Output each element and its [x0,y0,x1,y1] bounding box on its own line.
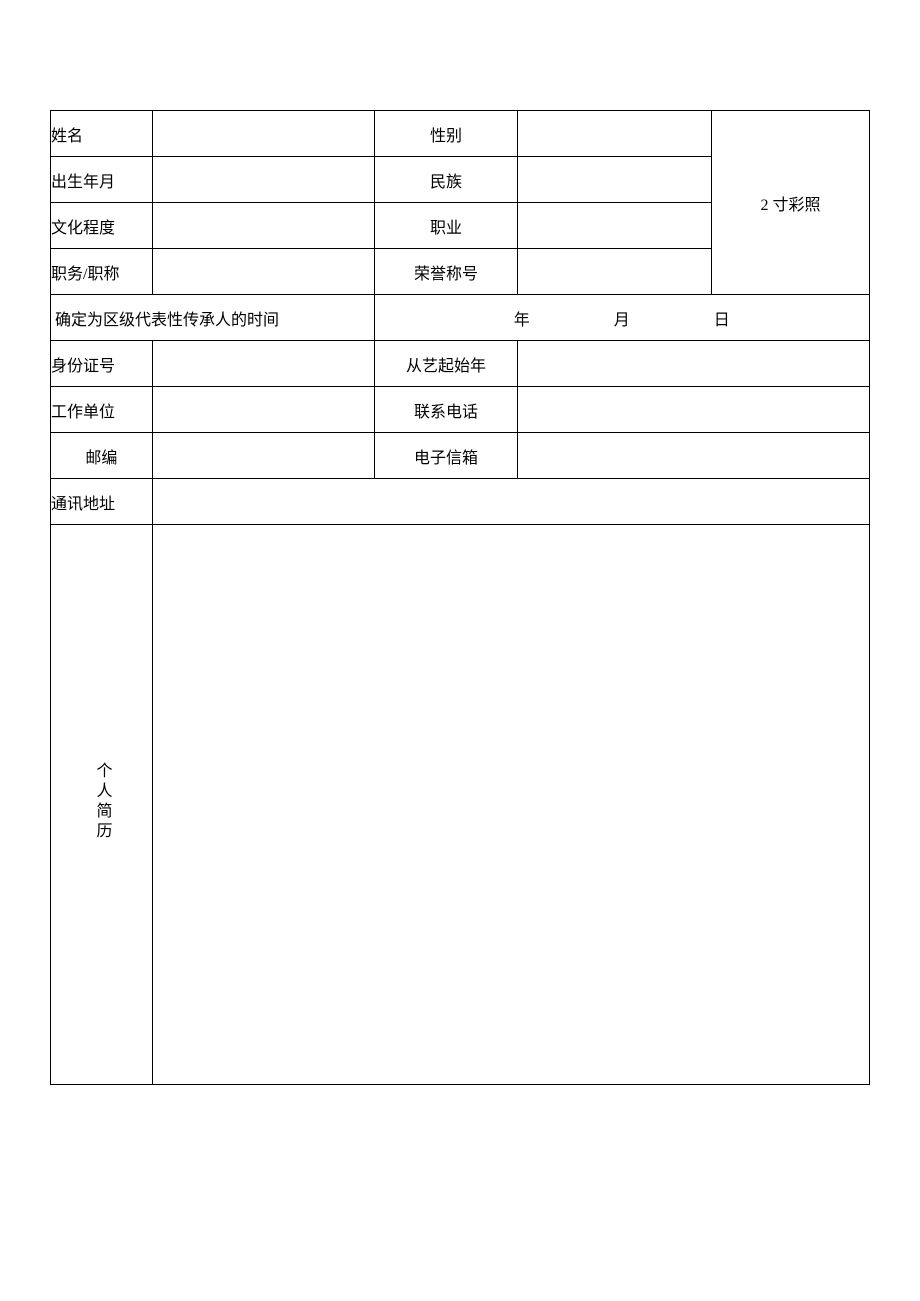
label-month: 月 [614,312,630,329]
table-row: 通讯地址 [51,479,870,525]
value-id-number[interactable] [152,341,374,387]
label-day: 日 [714,312,730,329]
value-occupation[interactable] [518,203,712,249]
label-ethnicity: 民族 [374,157,518,203]
label-honorary-title: 荣誉称号 [374,249,518,295]
value-ethnicity[interactable] [518,157,712,203]
value-honorary-title[interactable] [518,249,712,295]
value-phone[interactable] [518,387,870,433]
label-district-rep-time: 确定为区级代表性传承人的时间 [51,295,375,341]
label-occupation: 职业 [374,203,518,249]
form-table: 姓名 性别 2 寸彩照 出生年月 民族 文化程度 职业 职务/职称 荣誉称号 确… [50,110,870,1085]
label-resume: 个人简历 [51,525,153,1085]
value-work-unit[interactable] [152,387,374,433]
value-birth-date[interactable] [152,157,374,203]
table-row: 姓名 性别 2 寸彩照 [51,111,870,157]
label-birth-date: 出生年月 [51,157,153,203]
label-art-start-year: 从艺起始年 [374,341,518,387]
table-row: 工作单位 联系电话 [51,387,870,433]
label-position-title: 职务/职称 [51,249,153,295]
value-name[interactable] [152,111,374,157]
label-phone: 联系电话 [374,387,518,433]
table-row: 确定为区级代表性传承人的时间 年 月 日 [51,295,870,341]
value-district-rep-date[interactable]: 年 月 日 [374,295,869,341]
value-email[interactable] [518,433,870,479]
value-position-title[interactable] [152,249,374,295]
label-resume-text: 个人简历 [89,762,113,842]
label-id-number: 身份证号 [51,341,153,387]
value-art-start-year[interactable] [518,341,870,387]
table-row: 身份证号 从艺起始年 [51,341,870,387]
value-education[interactable] [152,203,374,249]
label-year: 年 [514,312,530,329]
value-gender[interactable] [518,111,712,157]
label-work-unit: 工作单位 [51,387,153,433]
label-email: 电子信箱 [374,433,518,479]
value-resume[interactable] [152,525,869,1085]
value-address[interactable] [152,479,869,525]
table-row: 个人简历 [51,525,870,1085]
photo-cell[interactable]: 2 寸彩照 [712,111,870,295]
label-name: 姓名 [51,111,153,157]
value-postal-code[interactable] [152,433,374,479]
label-postal-code: 邮编 [51,433,153,479]
label-education: 文化程度 [51,203,153,249]
label-gender: 性别 [374,111,518,157]
label-address: 通讯地址 [51,479,153,525]
table-row: 邮编 电子信箱 [51,433,870,479]
